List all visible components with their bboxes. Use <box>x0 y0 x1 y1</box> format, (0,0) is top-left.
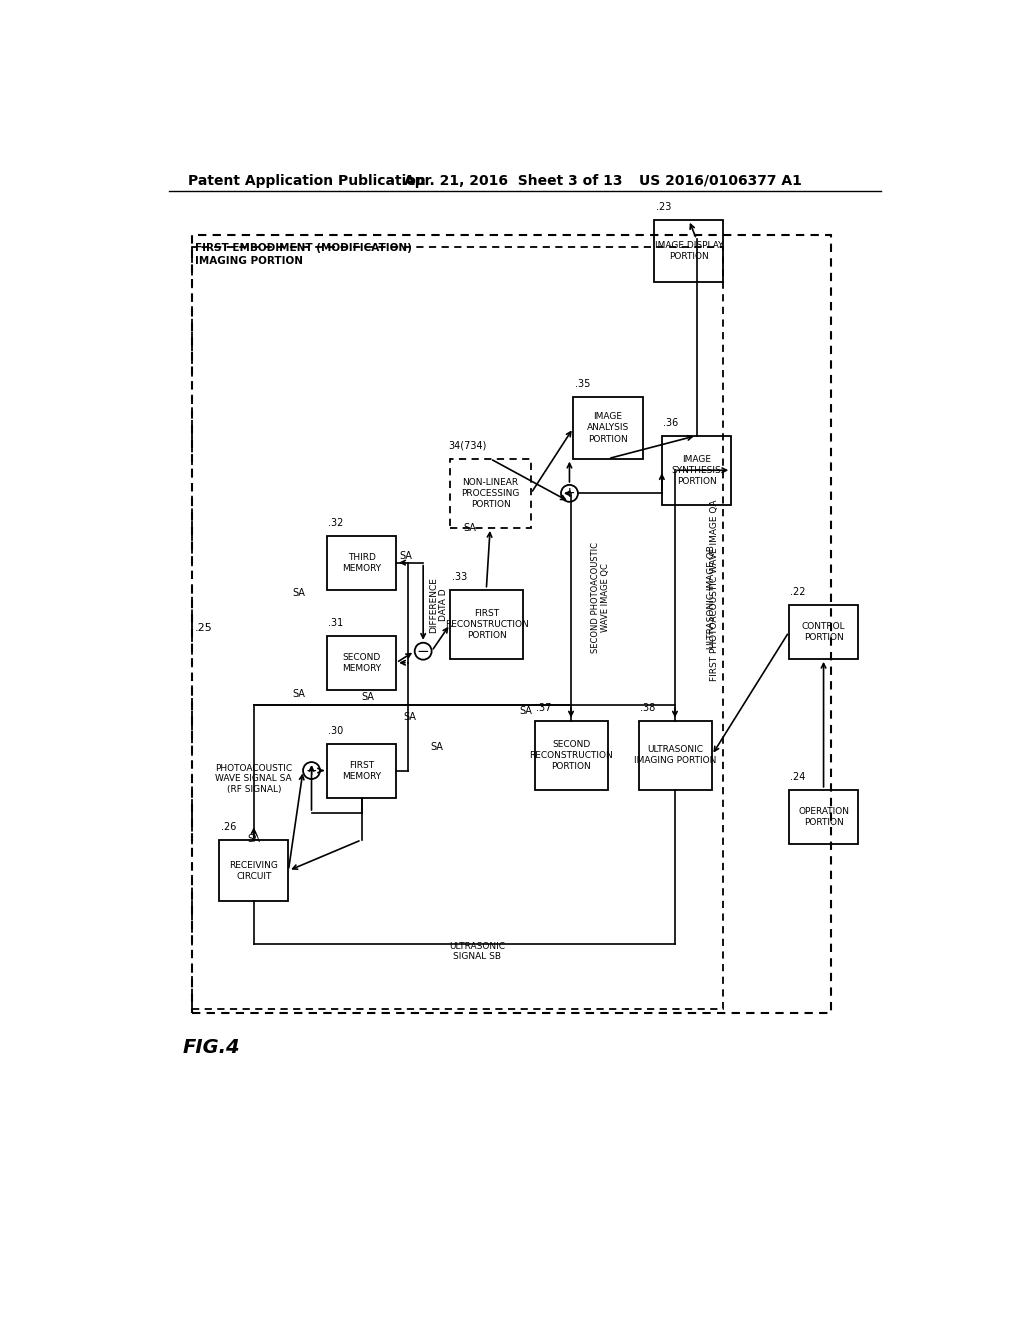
Text: DIFFERENCE
DATA D: DIFFERENCE DATA D <box>429 577 449 632</box>
Text: SA: SA <box>361 693 374 702</box>
Text: SA: SA <box>403 711 417 722</box>
Text: RECEIVING
CIRCUIT: RECEIVING CIRCUIT <box>229 861 279 880</box>
Text: IMAGE
SYNTHESIS
PORTION: IMAGE SYNTHESIS PORTION <box>672 454 721 486</box>
Bar <box>788 789 858 843</box>
Text: .24: .24 <box>791 772 806 781</box>
Text: NON-LINEAR
PROCESSING
PORTION: NON-LINEAR PROCESSING PORTION <box>462 478 520 510</box>
Text: SECOND
RECONSTRUCTION
PORTION: SECOND RECONSTRUCTION PORTION <box>529 739 613 771</box>
Text: SA: SA <box>463 523 476 533</box>
Text: .22: .22 <box>791 587 806 598</box>
Text: IMAGING PORTION: IMAGING PORTION <box>196 256 303 267</box>
Text: Apr. 21, 2016  Sheet 3 of 13: Apr. 21, 2016 Sheet 3 of 13 <box>403 174 623 187</box>
Bar <box>788 605 858 659</box>
Bar <box>451 459 531 528</box>
Bar <box>327 536 396 590</box>
Text: 34(734): 34(734) <box>449 441 487 451</box>
Text: THIRD
MEMORY: THIRD MEMORY <box>342 553 381 573</box>
Text: +: + <box>563 486 575 500</box>
Text: ULTRASONIC
IMAGING PORTION: ULTRASONIC IMAGING PORTION <box>634 744 717 766</box>
Text: .33: .33 <box>452 572 467 582</box>
Text: ULTRASONIC
SIGNAL SB: ULTRASONIC SIGNAL SB <box>450 941 505 961</box>
Text: FIRST
MEMORY: FIRST MEMORY <box>342 760 381 780</box>
Text: SA: SA <box>519 706 532 717</box>
Text: .36: .36 <box>664 418 679 428</box>
Text: +: + <box>306 763 317 777</box>
Bar <box>451 590 523 659</box>
Text: .32: .32 <box>329 517 344 528</box>
Text: FIRST EMBODIMENT (MODIFICATION): FIRST EMBODIMENT (MODIFICATION) <box>196 243 412 253</box>
Text: SECOND
MEMORY: SECOND MEMORY <box>342 652 381 673</box>
Text: IMAGE
ANALYSIS
PORTION: IMAGE ANALYSIS PORTION <box>587 412 629 444</box>
Text: ULTRASONIC IMAGE QB: ULTRASONIC IMAGE QB <box>708 545 717 649</box>
Text: .31: .31 <box>329 618 344 628</box>
Text: FIG.4: FIG.4 <box>183 1039 241 1057</box>
Text: OPERATION
PORTION: OPERATION PORTION <box>798 807 849 826</box>
Text: Patent Application Publication: Patent Application Publication <box>188 174 426 187</box>
Text: SA: SA <box>248 834 260 843</box>
Text: SA: SA <box>430 742 443 752</box>
Text: SA: SA <box>292 589 305 598</box>
Bar <box>639 721 712 789</box>
Bar <box>193 247 724 1010</box>
Bar <box>654 220 724 281</box>
Bar <box>327 743 396 797</box>
Text: IMAGE DISPLAY
PORTION: IMAGE DISPLAY PORTION <box>654 240 723 261</box>
Text: SA: SA <box>399 552 412 561</box>
Text: SECOND PHOTOACOUSTIC
WAVE IMAGE QC: SECOND PHOTOACOUSTIC WAVE IMAGE QC <box>591 541 610 653</box>
Text: .25: .25 <box>196 623 213 634</box>
Text: .35: .35 <box>574 379 590 389</box>
Bar <box>219 840 289 902</box>
Text: PHOTOACOUSTIC
WAVE SIGNAL SA
(RF SIGNAL): PHOTOACOUSTIC WAVE SIGNAL SA (RF SIGNAL) <box>215 764 292 793</box>
Bar <box>327 636 396 689</box>
Text: FIRST
RECONSTRUCTION
PORTION: FIRST RECONSTRUCTION PORTION <box>444 609 528 640</box>
Bar <box>662 436 731 506</box>
Bar <box>535 721 608 789</box>
Text: CONTROL
PORTION: CONTROL PORTION <box>802 622 846 642</box>
Text: .30: .30 <box>329 726 344 737</box>
Text: .37: .37 <box>537 702 552 713</box>
Text: .23: .23 <box>655 202 671 213</box>
Text: US 2016/0106377 A1: US 2016/0106377 A1 <box>639 174 802 187</box>
Text: FIRST PHOTOACOUSTIC WAVE IMAGE QA: FIRST PHOTOACOUSTIC WAVE IMAGE QA <box>710 499 719 681</box>
Text: .38: .38 <box>640 702 655 713</box>
Bar <box>193 235 831 1014</box>
Text: .26: .26 <box>220 822 236 832</box>
Bar <box>573 397 643 459</box>
Text: −: − <box>417 644 429 659</box>
Text: SA: SA <box>292 689 305 698</box>
